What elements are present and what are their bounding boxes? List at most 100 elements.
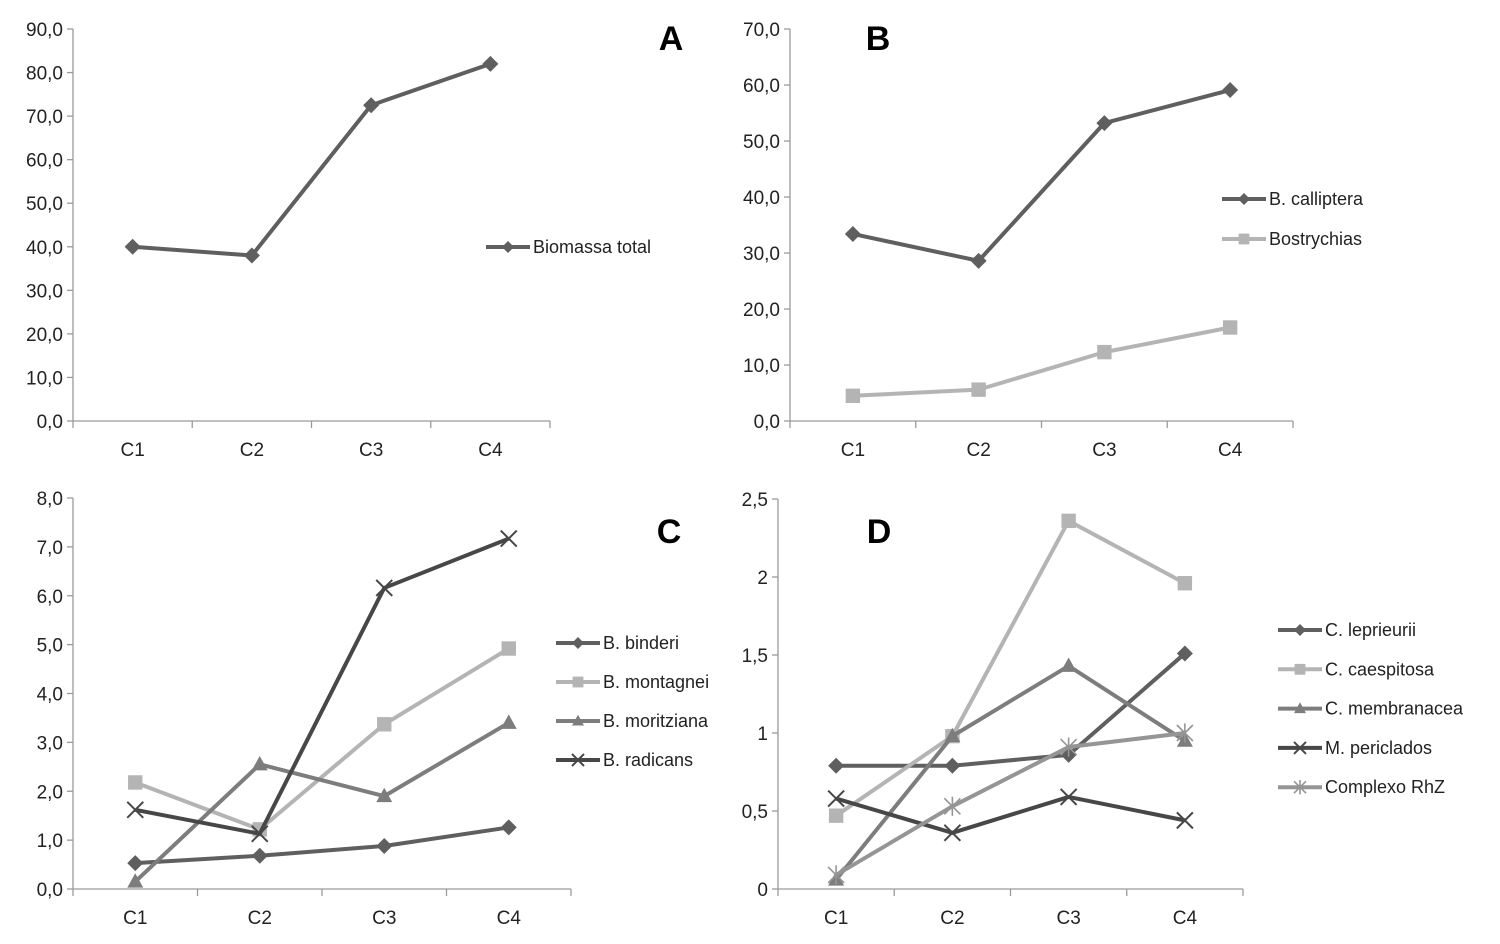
data-point-marker xyxy=(1061,513,1076,529)
data-point-marker xyxy=(1059,788,1078,806)
legend-item: Biomassa total xyxy=(486,237,651,257)
series-b-binderi xyxy=(127,819,517,872)
x-tick-label: C3 xyxy=(359,440,383,461)
data-point-marker xyxy=(1060,657,1077,672)
data-point-marker xyxy=(1060,737,1078,757)
data-point-marker xyxy=(827,865,845,885)
y-tick-label: 70,0 xyxy=(26,107,63,128)
data-point-marker xyxy=(944,757,961,774)
y-tick-label: 0,0 xyxy=(37,412,63,433)
y-tick-label: 10,0 xyxy=(26,368,63,389)
x-tick-label: C4 xyxy=(1173,908,1198,929)
data-point-marker xyxy=(128,775,143,790)
legend-item: Complexo RhZ xyxy=(1278,777,1445,797)
y-tick-label: 30,0 xyxy=(26,281,63,302)
y-tick-label: 60,0 xyxy=(743,76,780,97)
data-point-marker xyxy=(500,714,517,729)
data-point-marker xyxy=(500,529,518,548)
y-tick-label: 1 xyxy=(757,724,768,745)
y-tick-label: 50,0 xyxy=(26,194,63,215)
series-b-montagnei xyxy=(128,641,516,837)
data-point-marker xyxy=(376,837,393,854)
chart-panel-d: 0 0,5 1 1,5 2 2,5 C1 C2 C3 C4 D C. leprieurii C. cae… xyxy=(742,490,1464,929)
x-tick-label: C1 xyxy=(841,440,865,461)
legend-marker xyxy=(1238,233,1250,245)
y-tick-label: 10,0 xyxy=(743,356,780,377)
axes: 0,0 1,0 2,0 3,0 4,0 5,0 6,0 7,0 8,0 C1 C2 C3 C4 xyxy=(37,489,572,929)
x-tick-label: C3 xyxy=(1056,908,1080,929)
y-tick-label: 90,0 xyxy=(26,20,63,41)
legend-item: B. montagnei xyxy=(556,672,709,692)
y-tick-label: 80,0 xyxy=(26,64,63,85)
series-m-periclados xyxy=(827,788,1194,842)
series-biomassa-total xyxy=(124,55,499,264)
series-line xyxy=(852,325,1231,398)
legend-item: Bostrychias xyxy=(1222,229,1362,249)
data-point-marker xyxy=(944,727,961,743)
legend-label: B. moritziana xyxy=(603,711,709,731)
data-point-marker xyxy=(376,787,393,803)
legend: C. leprieurii C. caespitosa C. membranacea… xyxy=(1278,620,1464,797)
legend-item: B. binderi xyxy=(556,633,679,653)
x-tick-label: C4 xyxy=(478,440,503,461)
x-tick-label: C3 xyxy=(1092,440,1116,461)
data-point-marker xyxy=(375,579,393,597)
legend-item: B. moritziana xyxy=(556,711,709,731)
legend-label: Bostrychias xyxy=(1269,229,1362,249)
legend-item: C. caespitosa xyxy=(1278,659,1435,679)
chart-panel-c: 0,0 1,0 2,0 3,0 4,0 5,0 6,0 7,0 8,0 C1 C2 C3 C4 C B. b… xyxy=(37,489,710,929)
legend: Biomassa total xyxy=(486,237,651,257)
y-tick-label: 0 xyxy=(757,880,768,901)
panel-letter: A xyxy=(659,20,684,58)
series-b-calliptera xyxy=(844,82,1239,269)
data-point-marker xyxy=(127,855,144,872)
legend-label: Complexo RhZ xyxy=(1325,777,1445,797)
y-tick-label: 20,0 xyxy=(26,325,63,346)
series-line xyxy=(834,663,1186,881)
series-b-radicans xyxy=(126,529,518,843)
data-point-marker xyxy=(1176,723,1194,743)
series-line xyxy=(836,651,1187,768)
legend-marker xyxy=(502,241,514,253)
data-point-marker xyxy=(1222,320,1238,335)
data-point-marker xyxy=(251,825,269,843)
data-point-marker xyxy=(971,382,986,397)
series-line xyxy=(835,731,1186,877)
series-c-caespitosa xyxy=(828,513,1193,823)
data-point-marker xyxy=(482,55,499,72)
x-tick-label: C3 xyxy=(372,908,396,929)
data-point-marker xyxy=(377,717,392,732)
x-tick-label: C2 xyxy=(940,908,964,929)
data-point-marker xyxy=(828,808,844,823)
legend-label: C. leprieurii xyxy=(1325,620,1416,640)
x-tick-label: C1 xyxy=(120,440,144,461)
data-point-marker xyxy=(363,97,380,114)
legend-label: B. radicans xyxy=(603,750,693,770)
y-tick-label: 1,0 xyxy=(37,831,63,852)
legend-label: B. calliptera xyxy=(1269,189,1364,209)
y-tick-label: 6,0 xyxy=(37,587,63,608)
x-tick-label: C1 xyxy=(123,908,147,929)
data-point-marker xyxy=(1096,115,1113,132)
y-tick-label: 1,5 xyxy=(742,646,768,667)
data-point-marker xyxy=(127,873,144,888)
series-c-membranacea xyxy=(828,657,1193,886)
legend-label: C. membranacea xyxy=(1325,699,1464,719)
legend-item: C. membranacea xyxy=(1278,699,1464,719)
series-bostrychias xyxy=(845,320,1238,403)
data-point-marker xyxy=(500,819,517,836)
legend-marker xyxy=(1294,624,1306,636)
data-point-marker xyxy=(501,641,516,656)
y-tick-label: 40,0 xyxy=(743,188,780,209)
y-tick-label: 3,0 xyxy=(37,733,63,754)
y-tick-label: 8,0 xyxy=(37,489,63,510)
x-tick-label: C4 xyxy=(1218,440,1243,461)
y-tick-label: 2,5 xyxy=(742,490,768,511)
legend-label: C. caespitosa xyxy=(1325,659,1435,679)
y-tick-label: 30,0 xyxy=(743,244,780,265)
y-tick-label: 40,0 xyxy=(26,238,63,259)
series-line xyxy=(132,61,492,258)
legend-marker xyxy=(1293,741,1307,755)
y-tick-label: 0,0 xyxy=(754,412,780,433)
data-point-marker xyxy=(251,755,268,771)
